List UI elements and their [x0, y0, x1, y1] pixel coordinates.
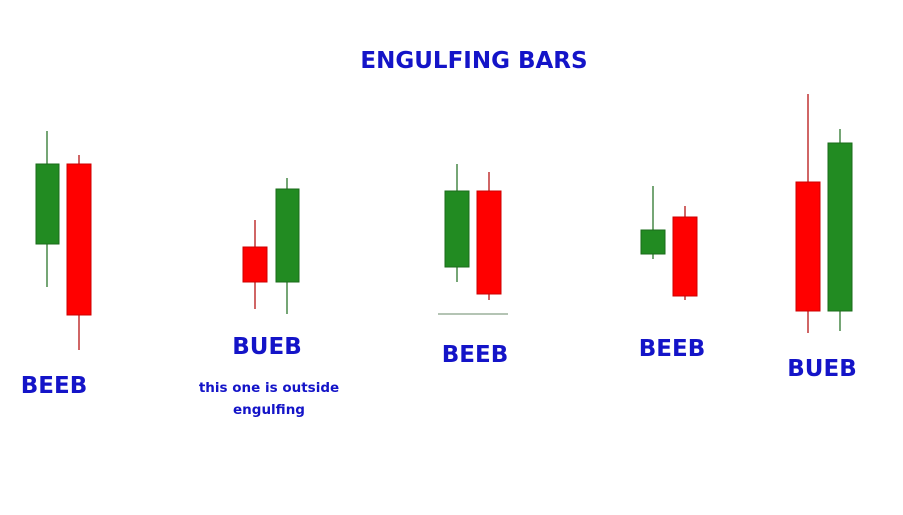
pattern-label: BEEB [441, 342, 509, 368]
pattern-label: BUEB [787, 356, 857, 382]
candle-body [827, 142, 853, 312]
candle-body [35, 163, 60, 245]
candle-body [66, 163, 92, 316]
pattern-note: this one is outside engulfing [198, 380, 340, 418]
pattern-label: BEEB [638, 336, 706, 362]
candle-body [476, 190, 502, 295]
candle-body [795, 181, 821, 312]
candle-body [444, 190, 470, 268]
pattern-label: BEEB [20, 373, 88, 399]
candle-body [275, 188, 300, 283]
title: ENGULFING BARS [360, 48, 588, 74]
candle-body [640, 229, 666, 255]
candle-body [672, 216, 698, 297]
candle-body [242, 246, 268, 283]
pattern-label: BUEB [232, 334, 302, 360]
